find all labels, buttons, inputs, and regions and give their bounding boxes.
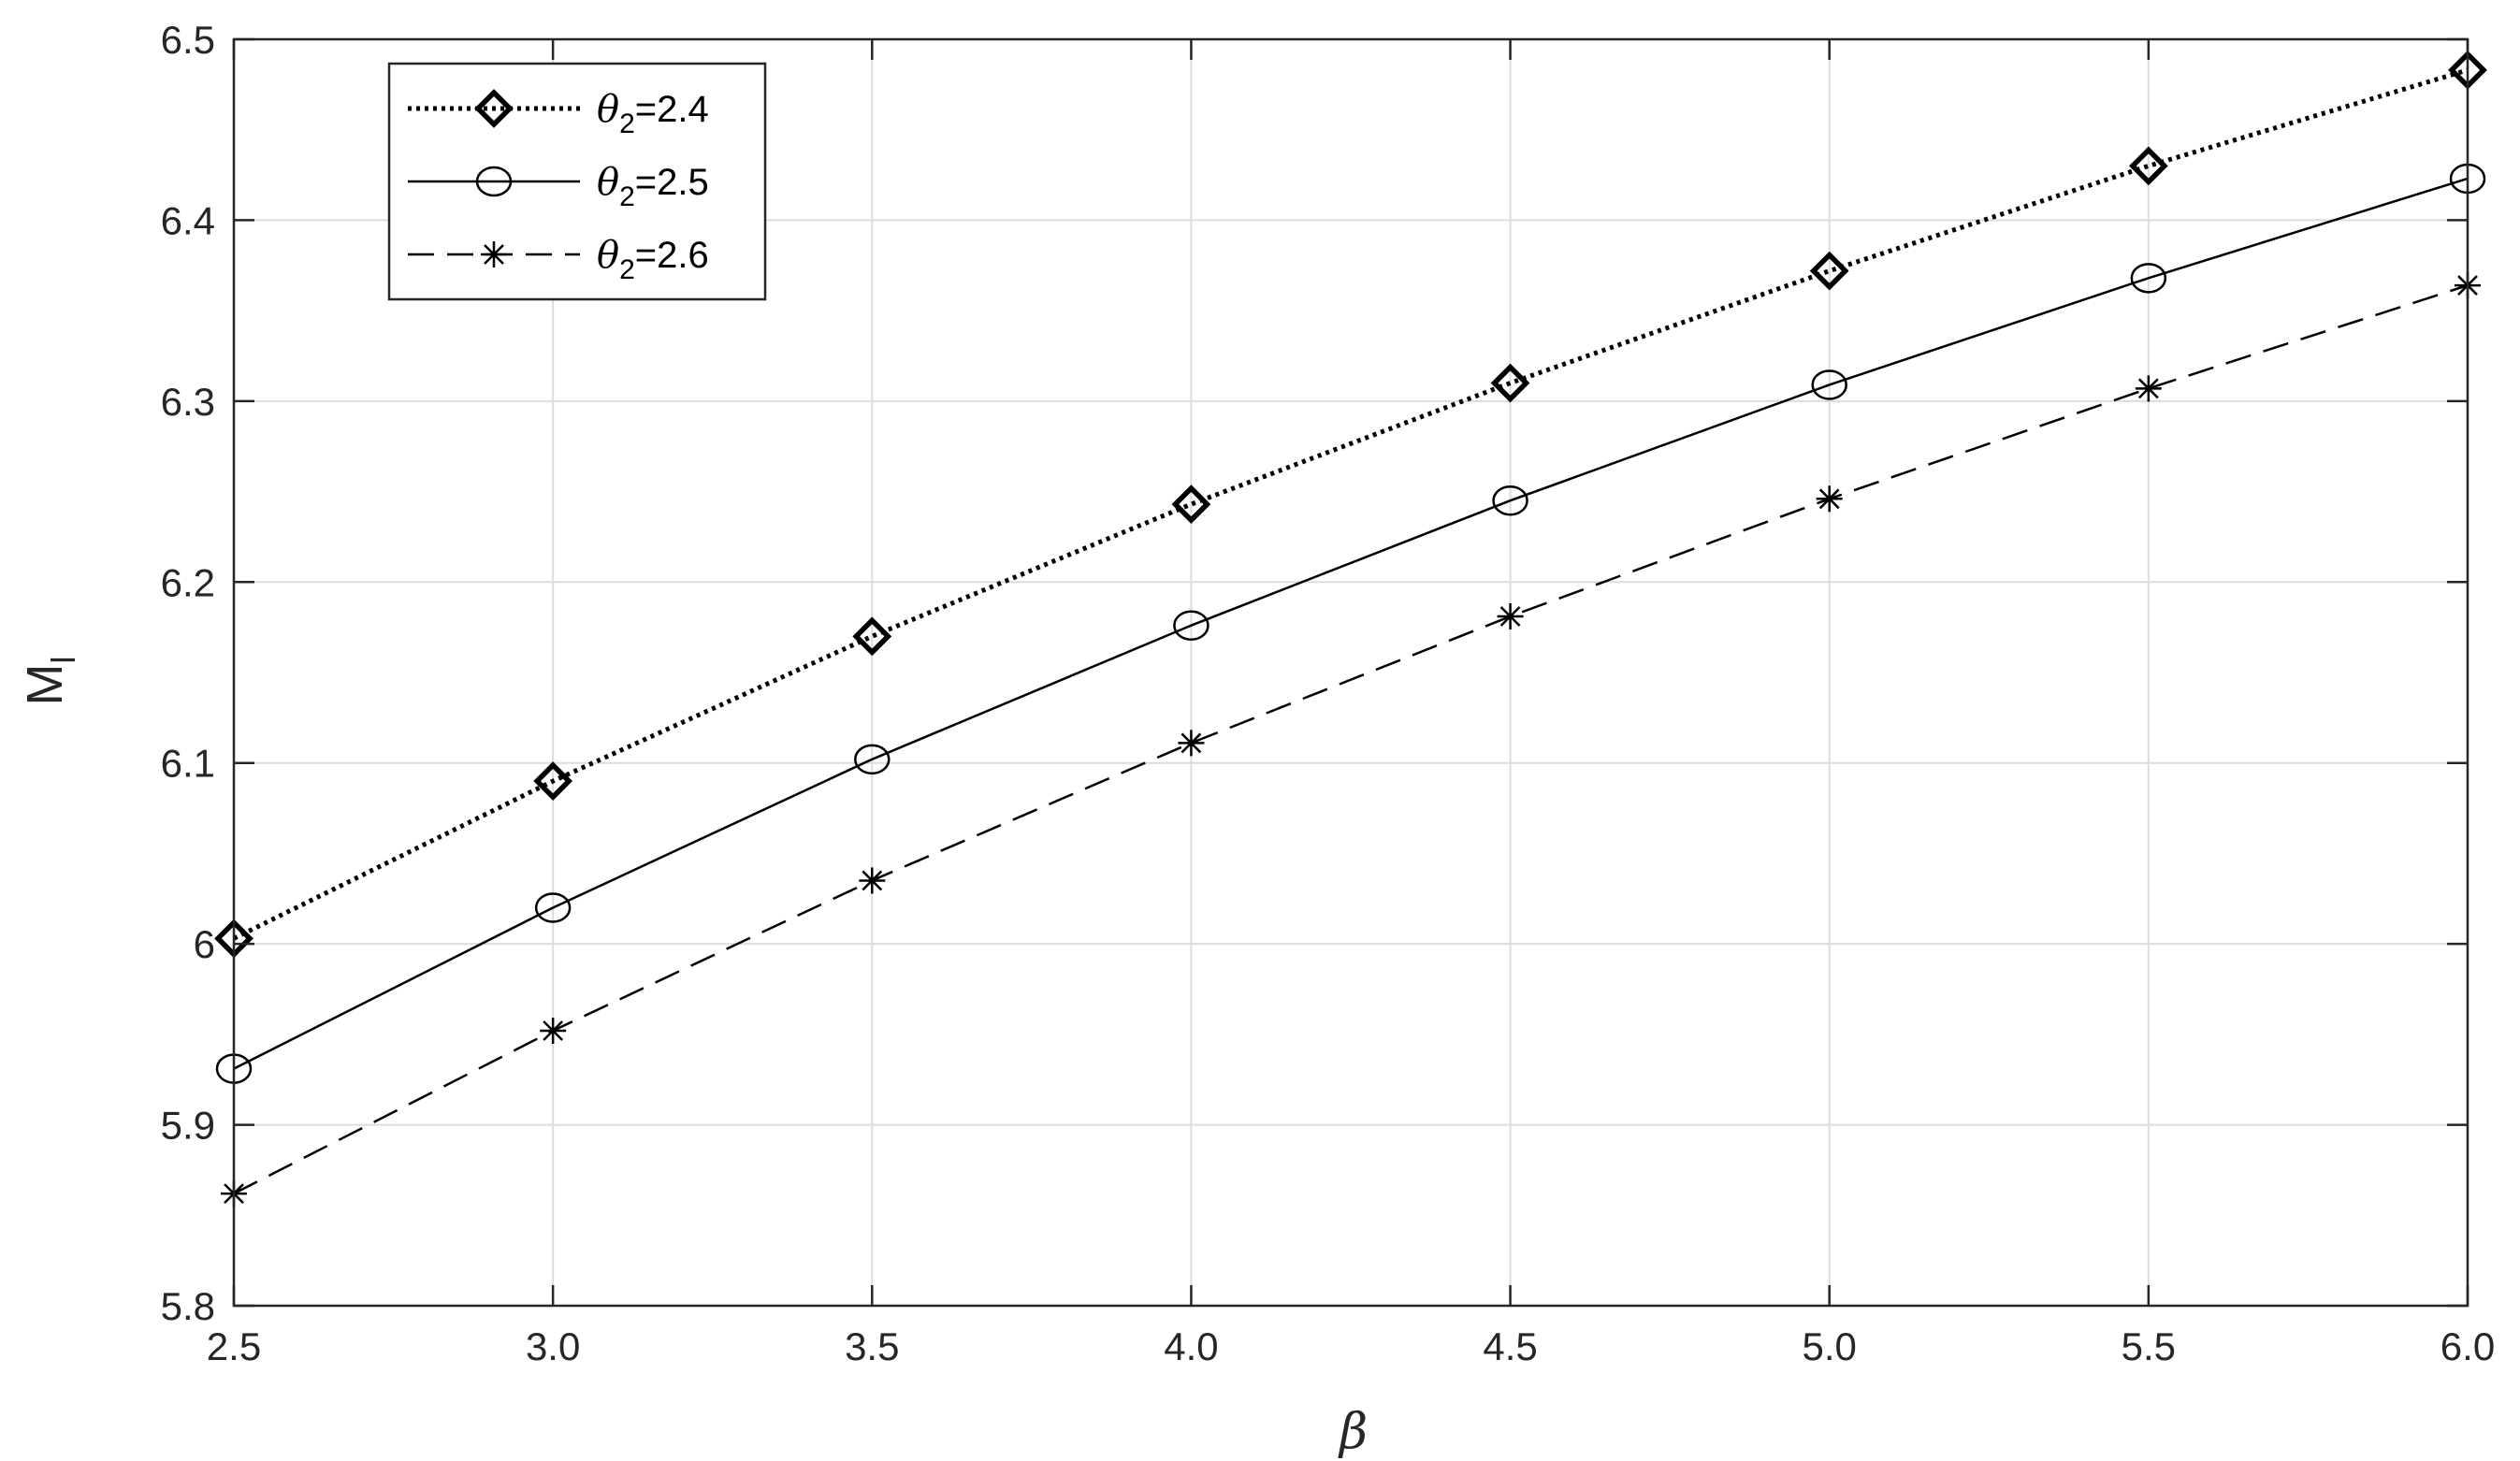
series-3-point xyxy=(1497,603,1524,630)
series-1 xyxy=(214,50,2487,959)
series-2-point xyxy=(854,744,891,775)
series-2-line xyxy=(233,177,2469,1070)
legend-symbol: θ xyxy=(597,234,619,277)
y-tick-label: 6 xyxy=(194,922,215,966)
plot-area-border xyxy=(232,37,2469,1308)
series-2-point xyxy=(2130,263,2167,294)
x-tick-label: 6.0 xyxy=(2440,1324,2495,1368)
legend-symbol: θ xyxy=(597,161,619,204)
series-3-line xyxy=(233,283,2469,1195)
series-3-point xyxy=(1816,485,1843,513)
y-tick-label: 6.2 xyxy=(161,560,215,604)
legend-marker xyxy=(481,241,507,268)
series-1-line xyxy=(232,67,2469,941)
y-tick-label: 6.3 xyxy=(161,380,215,424)
legend-subscript: 2 xyxy=(619,254,635,285)
series-1-point xyxy=(1809,251,1849,291)
x-tick-label: 2.5 xyxy=(207,1324,261,1368)
series-1-point xyxy=(533,761,573,801)
series-2-point xyxy=(1492,485,1528,516)
x-tick-label: 4.5 xyxy=(1483,1324,1537,1368)
legend-subscript: 2 xyxy=(619,108,635,139)
y-axis-label-sub: l xyxy=(44,657,82,664)
x-tick-label: 4.0 xyxy=(1164,1324,1218,1368)
legend-symbol: θ xyxy=(597,88,619,131)
x-tick-label: 5.5 xyxy=(2122,1324,2176,1368)
series-3-point xyxy=(1178,730,1205,757)
legend-marker xyxy=(475,166,513,197)
x-tick-label: 5.0 xyxy=(1803,1324,1857,1368)
series-layer xyxy=(214,50,2487,1208)
grid xyxy=(233,38,2469,1307)
series-3-point xyxy=(540,1017,567,1044)
legend-value: =2.4 xyxy=(635,89,709,130)
series-2-point xyxy=(534,892,572,923)
series-1-point xyxy=(1171,485,1211,525)
y-tick-label: 6.5 xyxy=(161,18,215,62)
series-3 xyxy=(221,272,2481,1208)
series-2 xyxy=(215,163,2486,1084)
y-axis-label: Ml xyxy=(17,657,82,706)
x-tick-label: 3.0 xyxy=(526,1324,580,1368)
series-1-point xyxy=(2128,146,2168,186)
legend: θ2=2.4θ2=2.5θ2=2.6 xyxy=(387,62,767,301)
y-tick-label: 6.4 xyxy=(161,198,215,242)
legend-subscript: 2 xyxy=(619,181,635,212)
x-axis-label: β xyxy=(1338,1404,1368,1460)
legend-entry-3: θ2=2.6 xyxy=(597,234,709,285)
y-tick-label: 5.8 xyxy=(161,1284,215,1328)
series-2-point xyxy=(1811,369,1847,400)
series-2-point xyxy=(1173,610,1209,641)
legend-value: =2.5 xyxy=(635,162,709,203)
series-1-point xyxy=(852,616,892,657)
series-1-point xyxy=(1490,363,1530,403)
legend-marker xyxy=(474,89,514,128)
series-3-point xyxy=(2135,375,2162,402)
legend-value: =2.6 xyxy=(635,235,709,276)
tick-labels: 2.5 3.0 3.5 4.0 4.5 5.0 5.5 6.0 5.8 5.9 6 6.1 6.2 6.3… xyxy=(161,18,2496,1368)
y-tick-label: 5.9 xyxy=(161,1104,215,1148)
y-axis-label-main: M xyxy=(17,664,73,706)
axes xyxy=(232,37,2469,1308)
legend-entry-2: θ2=2.5 xyxy=(597,161,709,212)
x-tick-label: 3.5 xyxy=(845,1324,899,1368)
legend-entry-1: θ2=2.4 xyxy=(597,88,709,139)
y-tick-label: 6.1 xyxy=(161,742,215,786)
series-3-point xyxy=(859,867,886,894)
